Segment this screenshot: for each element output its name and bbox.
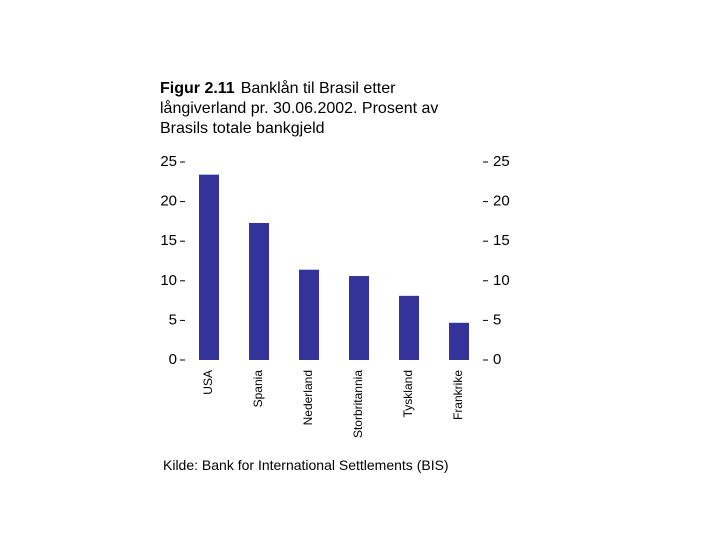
y-tick-label: 10 [160,272,177,289]
bar [249,222,269,360]
bar [449,322,469,360]
source-note: Kilde: Bank for International Settlement… [163,457,449,473]
x-tick-label: Storbritannia [351,370,365,438]
x-tick-label: Nederland [301,370,315,425]
y2-tick-label: 5 [493,311,501,328]
bar [399,295,419,360]
x-tick-label: Frankrike [451,370,465,420]
y-tick-label: 25 [160,153,177,170]
y2-tick-label: 0 [493,351,501,368]
bar [299,269,319,360]
x-tick-label: Spania [251,370,265,408]
y2-tick-label: 15 [493,232,510,249]
x-tick-label: Tyskland [401,370,415,417]
title-text: Banklån til Brasil etter långiverland pr… [160,80,439,137]
bar [349,276,369,360]
y-tick-label: 0 [169,351,177,368]
y2-tick-label: 20 [493,193,510,210]
bar [199,174,219,360]
x-tick-label: USA [201,370,215,395]
y-tick-label: 5 [169,311,177,328]
y-tick-label: 20 [160,193,177,210]
y2-tick-label: 25 [493,153,510,170]
y-tick-label: 15 [160,232,177,249]
y2-tick-label: 10 [493,272,510,289]
chart-title: Figur 2.11 Banklån til Brasil etter långi… [160,79,465,139]
title-label: Figur 2.11 [160,80,235,97]
